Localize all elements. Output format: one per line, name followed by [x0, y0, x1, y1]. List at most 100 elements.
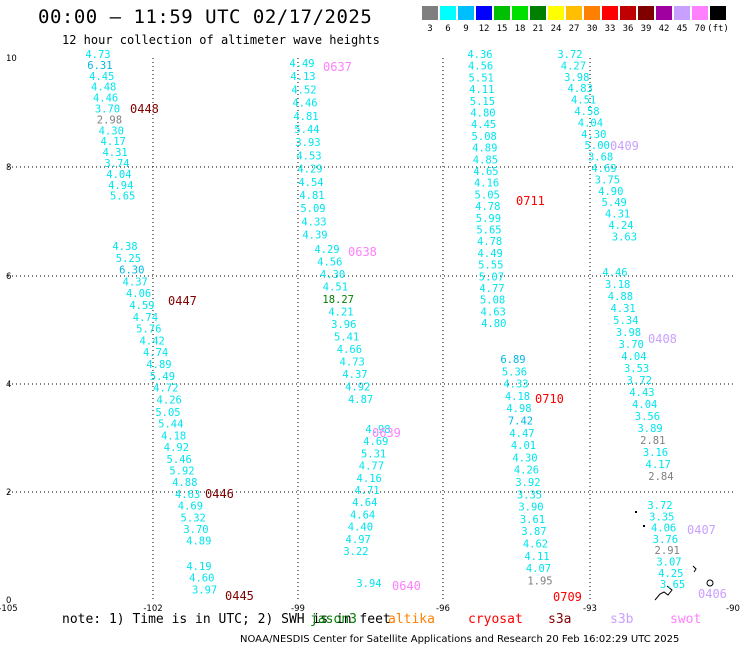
- wave-height-label: 4.94: [108, 180, 133, 192]
- wave-height-label: 4.78: [475, 201, 500, 213]
- pass-time-label: 0711: [516, 194, 545, 208]
- pass-time-label: 0445: [225, 589, 254, 603]
- pass-time-label: 0446: [205, 487, 234, 501]
- pass-time-label: 0638: [348, 245, 377, 259]
- pass-time-label: 0448: [130, 102, 159, 116]
- wave-height-label: 4.73: [85, 49, 110, 61]
- wave-height-label: 4.89: [186, 536, 211, 548]
- wave-height-label: 4.98: [365, 424, 390, 436]
- wave-height-label: 4.43: [629, 387, 654, 399]
- wave-height-label: 4.71: [354, 485, 379, 497]
- wave-height-label: 3.92: [515, 477, 540, 489]
- wave-height-label: 4.63: [175, 489, 200, 501]
- wave-height-label: 4.29: [297, 164, 322, 176]
- lat-lon-grid: [8, 58, 733, 600]
- wave-height-label: 4.30: [320, 269, 345, 281]
- legend-swatch: [530, 6, 546, 20]
- wave-height-label: 4.11: [524, 551, 549, 563]
- legend-swatch: [566, 6, 582, 20]
- wave-height-label: 4.19: [186, 561, 211, 573]
- wave-height-label: 3.98: [564, 72, 589, 84]
- wave-height-label: 4.29: [314, 244, 339, 256]
- wave-height-label: 4.83: [568, 83, 593, 95]
- wave-height-label: 3.35: [517, 489, 542, 501]
- wave-height-label: 3.72: [627, 375, 652, 387]
- pass-time-label: 0639: [372, 426, 401, 440]
- wave-height-label: 3.94: [356, 578, 381, 590]
- wave-height-label: 5.07: [479, 271, 504, 283]
- legend-label: 15: [496, 24, 508, 34]
- wave-height-label: 4.92: [345, 382, 370, 394]
- wave-height-label: 4.56: [468, 61, 493, 73]
- pass-time-label: 0408: [648, 332, 677, 346]
- satellite-name: swot: [670, 612, 702, 627]
- wave-height-label: 5.41: [334, 332, 359, 344]
- wave-height-label: 2.98: [97, 114, 122, 126]
- wave-height-label: 4.45: [471, 119, 496, 131]
- wave-height-label: 4.60: [189, 573, 214, 585]
- satellite-name: s3b: [610, 612, 634, 627]
- wave-height-label: 5.65: [110, 191, 135, 203]
- axis-ticks: -105 -102 -99 -96 -93 -90 0 2 4 6 8 10: [0, 54, 740, 614]
- x-tick-label: -93: [583, 604, 597, 614]
- wave-height-label: 3.89: [637, 423, 662, 435]
- map-subtitle: 12 hour collection of altimeter wave hei…: [62, 33, 380, 47]
- wave-height-label: 5.05: [475, 189, 500, 201]
- wave-height-label: 4.16: [357, 473, 382, 485]
- wave-height-label: 2.84: [648, 471, 673, 483]
- wave-height-label: 3.22: [343, 546, 368, 558]
- wave-height-label: 3.07: [656, 557, 681, 569]
- wave-height-label: 5.49: [602, 197, 627, 209]
- coast-segment: [643, 525, 645, 527]
- y-tick-label: 10: [6, 54, 17, 64]
- wave-height-label: 4.33: [301, 216, 326, 228]
- wave-height-label: 4.56: [317, 257, 342, 269]
- wave-height-label: 4.48: [91, 82, 116, 94]
- wave-height-label: 4.47: [509, 428, 534, 440]
- track-pass-0406: 0406: [698, 587, 727, 601]
- wave-height-label: 4.46: [93, 93, 118, 105]
- wave-height-label: 6.30: [119, 265, 144, 277]
- wave-height-label: 3.98: [616, 327, 641, 339]
- wave-height-label: 3.65: [660, 579, 685, 591]
- wave-height-label: 3.35: [649, 511, 674, 523]
- wave-height-label: 2.81: [640, 435, 665, 447]
- y-tick-label: 0: [6, 596, 11, 606]
- wave-height-label: 5.25: [116, 253, 141, 265]
- coast-segment: [692, 565, 697, 573]
- legend-label: 9: [463, 24, 469, 34]
- wave-height-label: 5.44: [294, 124, 319, 136]
- wave-height-label: 4.18: [161, 430, 186, 442]
- wave-height-label: 5.05: [155, 407, 180, 419]
- track-pass-0447: 4.385.256.304.374.064.594.745.764.424.74…: [112, 241, 197, 406]
- wave-height-label: 3.18: [605, 279, 630, 291]
- pass-time-label: 0709: [553, 590, 582, 604]
- wave-height-label: 4.53: [296, 150, 321, 162]
- legend-label: 45: [676, 24, 688, 34]
- wave-height-label: 5.99: [476, 213, 501, 225]
- wave-height-label: 4.49: [478, 248, 503, 260]
- y-tick-label: 8: [6, 163, 11, 173]
- wave-height-label: 5.00: [585, 140, 610, 152]
- legend-swatch: [656, 6, 672, 20]
- wave-height-label: 5.15: [470, 96, 495, 108]
- wave-height-label: 4.45: [89, 71, 114, 83]
- legend-swatch: [692, 6, 708, 20]
- legend-label: 12: [478, 24, 490, 34]
- wave-height-label: 4.37: [342, 369, 367, 381]
- legend-label: 39: [640, 24, 652, 34]
- wave-height-label: 4.11: [469, 84, 494, 96]
- legend-label: 24: [550, 24, 562, 34]
- wave-height-label: 4.74: [143, 347, 168, 359]
- coast-segment: [654, 585, 673, 601]
- wave-height-label: 4.58: [574, 106, 599, 118]
- track-pass-0445: 4.194.603.97 0445: [186, 561, 254, 603]
- wave-height-label: 3.68: [588, 152, 613, 164]
- wave-height-label: 4.73: [340, 357, 365, 369]
- pass-time-label: 0447: [168, 294, 197, 308]
- pass-time-label: 0640: [392, 579, 421, 593]
- wave-height-label: 3.96: [331, 319, 356, 331]
- wave-height-label: 4.74: [133, 312, 158, 324]
- wave-height-label: 4.69: [363, 436, 388, 448]
